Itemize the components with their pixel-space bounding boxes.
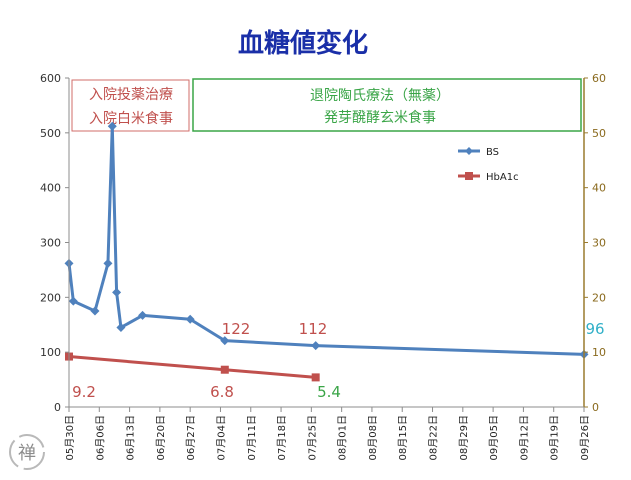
data-label: 122 — [222, 320, 251, 338]
x-tick-label: 06月13日 — [125, 415, 137, 460]
annotation-discharge-line2: 発芽醗酵玄米食事 — [324, 109, 436, 126]
legend-label-hba1c: HbA1c — [486, 172, 519, 183]
logo-glyph: 禅 — [18, 443, 36, 464]
logo-ring — [9, 434, 45, 470]
bs-point — [138, 310, 148, 320]
bs-point — [185, 314, 195, 324]
bs-point — [107, 121, 117, 131]
x-tick-label: 09月05日 — [488, 415, 500, 460]
legend: BS HbA1c — [458, 147, 519, 183]
bs-point — [112, 287, 122, 297]
data-label: 9.2 — [72, 383, 96, 401]
x-tick-label: 09月12日 — [518, 415, 530, 460]
x-tick-label: 09月19日 — [549, 415, 561, 460]
annotation-box-discharge — [192, 78, 582, 132]
bs-point — [311, 341, 321, 351]
legend-label-bs: BS — [486, 147, 499, 158]
x-tick-label: 07月18日 — [276, 415, 288, 460]
series-layer — [64, 121, 589, 382]
data-label: 112 — [299, 320, 328, 338]
bs-point — [116, 322, 126, 332]
left-tick-label: 200 — [40, 291, 61, 304]
x-tick-label: 08月01日 — [337, 415, 349, 460]
left-tick-label: 100 — [40, 346, 61, 359]
left-tick-label: 300 — [40, 237, 61, 250]
zen-logo: 禅 — [9, 434, 45, 470]
bs-point — [68, 296, 78, 306]
right-tick-label: 20 — [592, 291, 606, 304]
x-tick-label: 06月20日 — [155, 415, 167, 460]
series-line-hba1c — [68, 355, 316, 379]
left-tick-label: 500 — [40, 127, 61, 140]
left-tick-label: 400 — [40, 182, 61, 195]
x-tick-label: 08月29日 — [458, 415, 470, 460]
x-tick-label: 08月15日 — [397, 415, 409, 460]
x-tick-label: 06月27日 — [185, 415, 197, 460]
legend-marker-bs — [465, 147, 473, 155]
right-tick-label: 60 — [592, 72, 606, 85]
left-tick-label: 600 — [40, 72, 61, 85]
legend-marker-hba1c — [465, 172, 473, 180]
bs-point — [103, 258, 113, 268]
right-tick-label: 40 — [592, 182, 606, 195]
x-tick-label: 06月06日 — [94, 415, 106, 460]
right-tick-label: 0 — [592, 401, 599, 414]
chart-title: 血糖値変化 — [238, 28, 368, 59]
annotation-hospital-line2: 入院白米食事 — [89, 110, 173, 127]
annotation-box-hospital — [71, 79, 190, 132]
data-label: 96 — [585, 320, 604, 338]
x-tick-label: 09月26日 — [579, 415, 591, 460]
x-tick-label: 07月04日 — [215, 415, 227, 460]
x-tick-label: 08月22日 — [428, 415, 440, 460]
annotation-discharge-line1: 退院陶氏療法（無薬） — [310, 87, 450, 104]
left-tick-label: 0 — [54, 401, 61, 414]
series-line-bs — [67, 124, 585, 356]
right-tick-label: 10 — [592, 346, 606, 359]
data-label: 6.8 — [210, 383, 234, 401]
right-tick-label: 30 — [592, 237, 606, 250]
x-tick-label: 08月08日 — [367, 415, 379, 460]
right-tick-label: 50 — [592, 127, 606, 140]
hba1c-point — [220, 365, 229, 374]
x-tick-label: 07月11日 — [246, 415, 258, 460]
bs-point — [90, 306, 100, 316]
axes-layer: 0 100 200 300 400 500 600 0 10 20 30 40 50 60 05月30日 06… — [40, 72, 606, 460]
annotation-hospital-line1: 入院投薬治療 — [89, 86, 173, 103]
bs-point — [220, 336, 230, 346]
x-tick-label: 05月30日 — [64, 415, 76, 460]
data-label: 5.4 — [317, 383, 341, 401]
data-label-layer: 122 112 96 9.2 6.8 5.4 — [72, 320, 604, 401]
x-tick-label: 07月25日 — [306, 415, 318, 460]
hba1c-point — [311, 373, 320, 382]
